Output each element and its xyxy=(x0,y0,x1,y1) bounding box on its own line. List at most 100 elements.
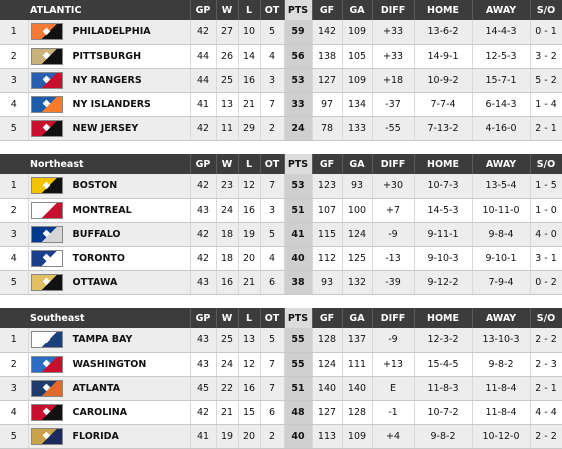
stat-ot: 5 xyxy=(260,328,285,353)
team-name-link[interactable]: PHILADELPHIA xyxy=(72,26,151,38)
team-name-link[interactable]: BUFFALO xyxy=(72,228,121,240)
islanders-logo-icon[interactable]: ◆ xyxy=(30,95,63,113)
column-header-ot[interactable]: OT xyxy=(260,308,285,328)
team-name-link[interactable]: TAMPA BAY xyxy=(72,334,133,346)
column-header-ga[interactable]: GA xyxy=(342,0,373,20)
lightning-logo-icon[interactable]: ◆ xyxy=(30,331,63,349)
bruins-logo-icon[interactable]: ◆ xyxy=(30,177,63,195)
column-header-home[interactable]: HOME xyxy=(414,0,473,20)
team-cell[interactable]: ◆ BUFFALO xyxy=(28,222,191,247)
column-header-gp[interactable]: GP xyxy=(190,0,217,20)
logo-mark-icon: ◆ xyxy=(42,333,51,345)
team-cell[interactable]: ◆ NEW JERSEY xyxy=(28,116,191,141)
capitals-logo-icon[interactable]: ◆ xyxy=(30,355,63,373)
team-cell[interactable]: ◆ WASHINGTON xyxy=(28,352,191,377)
team-cell[interactable]: ◆ PITTSBURGH xyxy=(28,44,191,69)
stat-pts: 41 xyxy=(284,222,313,247)
team-cell[interactable]: ◆ OTTAWA xyxy=(28,270,191,295)
column-header-l[interactable]: L xyxy=(238,154,261,174)
column-header-w[interactable]: W xyxy=(216,308,239,328)
stat-gp: 43 xyxy=(190,328,217,353)
team-name-link[interactable]: WASHINGTON xyxy=(72,358,147,370)
panthers-logo-icon[interactable]: ◆ xyxy=(30,427,63,445)
column-header-ot[interactable]: OT xyxy=(260,154,285,174)
column-header-home[interactable]: HOME xyxy=(414,154,473,174)
team-name-link[interactable]: PITTSBURGH xyxy=(72,50,142,62)
hurricanes-logo-icon[interactable]: ◆ xyxy=(30,403,63,421)
stat-home: 9-11-1 xyxy=(414,222,473,247)
canadiens-logo-icon[interactable]: ◆ xyxy=(30,201,63,219)
team-cell[interactable]: ◆ TORONTO xyxy=(28,246,191,271)
senators-logo-icon[interactable]: ◆ xyxy=(30,273,63,291)
team-cell[interactable]: ◆ PHILADELPHIA xyxy=(28,20,191,45)
column-header-l[interactable]: L xyxy=(238,0,261,20)
team-cell[interactable]: ◆ ATLANTA xyxy=(28,376,191,401)
table-row: 5 ◆ FLORIDA 41 19 20 2 40 113 109 +4 9-8-2 10-12-0 2 … xyxy=(0,424,562,449)
stat-home: 14-9-1 xyxy=(414,44,473,69)
column-header-gp[interactable]: GP xyxy=(190,308,217,328)
column-header-pts[interactable]: PTS xyxy=(284,154,313,174)
column-header-pts[interactable]: PTS xyxy=(284,308,313,328)
stat-ga: 125 xyxy=(342,246,373,271)
column-header-w[interactable]: W xyxy=(216,154,239,174)
column-header-away[interactable]: AWAY xyxy=(472,0,531,20)
column-header-so[interactable]: S/O xyxy=(530,308,562,328)
column-header-home[interactable]: HOME xyxy=(414,308,473,328)
stat-gf: 142 xyxy=(312,20,343,45)
logo-mark-icon: ◆ xyxy=(42,25,51,37)
team-name-link[interactable]: NY ISLANDERS xyxy=(72,98,151,110)
stat-away: 7-9-4 xyxy=(472,270,531,295)
column-header-gf[interactable]: GF xyxy=(312,308,343,328)
stat-home: 7-13-2 xyxy=(414,116,473,141)
column-header-ga[interactable]: GA xyxy=(342,308,373,328)
team-cell[interactable]: ◆ TAMPA BAY xyxy=(28,328,191,353)
column-header-pts[interactable]: PTS xyxy=(284,0,313,20)
column-header-w[interactable]: W xyxy=(216,0,239,20)
column-header-l[interactable]: L xyxy=(238,308,261,328)
team-cell[interactable]: ◆ MONTREAL xyxy=(28,198,191,223)
team-name-link[interactable]: NEW JERSEY xyxy=(72,122,139,134)
column-header-gf[interactable]: GF xyxy=(312,154,343,174)
team-name-link[interactable]: NY RANGERS xyxy=(72,74,142,86)
stat-away: 13-5-4 xyxy=(472,174,531,199)
column-header-gp[interactable]: GP xyxy=(190,154,217,174)
rank: 3 xyxy=(0,68,29,93)
stat-diff: +4 xyxy=(372,424,415,449)
sabres-logo-icon[interactable]: ◆ xyxy=(30,225,63,243)
stat-gf: 128 xyxy=(312,328,343,353)
maple-leafs-logo-icon[interactable]: ◆ xyxy=(30,249,63,267)
column-header-away[interactable]: AWAY xyxy=(472,308,531,328)
stat-l: 16 xyxy=(238,198,261,223)
column-header-ot[interactable]: OT xyxy=(260,0,285,20)
rank: 4 xyxy=(0,92,29,117)
column-header-away[interactable]: AWAY xyxy=(472,154,531,174)
column-header-ga[interactable]: GA xyxy=(342,154,373,174)
stat-l: 14 xyxy=(238,44,261,69)
team-cell[interactable]: ◆ BOSTON xyxy=(28,174,191,199)
team-cell[interactable]: ◆ FLORIDA xyxy=(28,424,191,449)
team-name-link[interactable]: CAROLINA xyxy=(72,406,128,418)
rank: 3 xyxy=(0,376,29,401)
team-cell[interactable]: ◆ NY ISLANDERS xyxy=(28,92,191,117)
devils-logo-icon[interactable]: ◆ xyxy=(30,119,63,137)
team-name-link[interactable]: FLORIDA xyxy=(72,430,119,442)
team-name-link[interactable]: BOSTON xyxy=(72,180,118,192)
column-header-diff[interactable]: DIFF xyxy=(372,154,415,174)
team-name-link[interactable]: TORONTO xyxy=(72,252,125,264)
column-header-so[interactable]: S/O xyxy=(530,154,562,174)
team-name-link[interactable]: ATLANTA xyxy=(72,382,121,394)
column-header-gf[interactable]: GF xyxy=(312,0,343,20)
flyers-logo-icon[interactable]: ◆ xyxy=(30,23,63,41)
team-cell[interactable]: ◆ NY RANGERS xyxy=(28,68,191,93)
stat-away: 10-12-0 xyxy=(472,424,531,449)
logo-mark-icon: ◆ xyxy=(42,252,51,263)
team-name-link[interactable]: OTTAWA xyxy=(72,276,118,288)
penguins-logo-icon[interactable]: ◆ xyxy=(30,47,63,65)
rangers-logo-icon[interactable]: ◆ xyxy=(30,71,63,89)
column-header-diff[interactable]: DIFF xyxy=(372,0,415,20)
column-header-so[interactable]: S/O xyxy=(530,0,562,20)
team-name-link[interactable]: MONTREAL xyxy=(72,204,132,216)
thrashers-logo-icon[interactable]: ◆ xyxy=(30,379,63,397)
team-cell[interactable]: ◆ CAROLINA xyxy=(28,400,191,425)
column-header-diff[interactable]: DIFF xyxy=(372,308,415,328)
